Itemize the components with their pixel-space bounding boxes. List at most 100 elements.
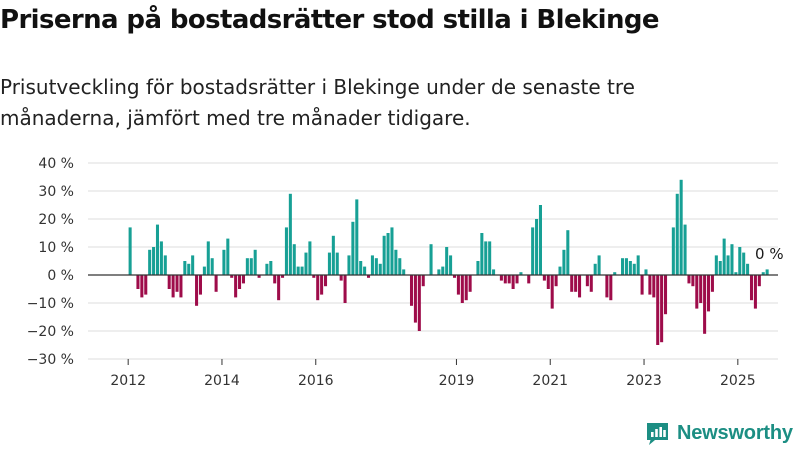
bar [148, 249, 152, 275]
bar [245, 258, 249, 275]
bar [468, 275, 472, 292]
bar [558, 266, 562, 275]
bar [238, 275, 242, 289]
bar [355, 199, 359, 275]
bar [554, 275, 558, 287]
bar [359, 261, 363, 275]
y-tick-label: −30 % [27, 352, 74, 368]
bar [636, 255, 640, 275]
bar [312, 275, 316, 278]
brand-logo: Newsworthy [644, 419, 793, 447]
bar [421, 275, 425, 287]
bar [281, 275, 285, 278]
bar [687, 275, 691, 284]
bar [664, 275, 668, 315]
bar [718, 261, 722, 275]
bar [441, 266, 445, 275]
bar [652, 275, 656, 298]
bar [695, 275, 699, 309]
bar [714, 255, 718, 275]
bar [624, 258, 628, 275]
bar [378, 263, 382, 275]
bar [327, 252, 331, 275]
bar [366, 275, 371, 278]
bar [284, 227, 288, 275]
bar [726, 255, 730, 275]
bar [214, 275, 218, 292]
x-tick-label: 2014 [204, 373, 240, 389]
bar [542, 275, 546, 281]
bar [746, 263, 750, 275]
bar [171, 275, 175, 298]
x-tick-label: 2019 [439, 373, 475, 389]
bar [640, 275, 644, 295]
y-tick-label: 40 % [38, 156, 74, 172]
bar [722, 238, 726, 275]
y-tick-label: −10 % [27, 296, 74, 312]
bar [296, 266, 300, 275]
axis-layer: −30 % −20 % −10 % 0 % 10 % 20 % 30 % 40 % 2012 20… [27, 156, 784, 389]
bar [308, 241, 312, 275]
bar [578, 275, 582, 298]
bar [480, 233, 484, 275]
bar [605, 275, 609, 298]
bar [347, 255, 351, 275]
bar [628, 261, 632, 275]
bar [597, 255, 601, 275]
bar [316, 275, 320, 301]
bar [738, 247, 742, 275]
bar [531, 227, 535, 275]
bar [445, 247, 449, 275]
bar [753, 275, 757, 309]
bar [253, 249, 257, 275]
bar [570, 275, 574, 292]
bar [621, 258, 625, 275]
bar [370, 255, 374, 275]
grid-layer [88, 162, 778, 360]
y-tick-label: −20 % [27, 324, 74, 340]
bar-chart: −30 % −20 % −10 % 0 % 10 % 20 % 30 % 40 % 2012 20… [27, 156, 784, 389]
x-tick-label: 2016 [298, 373, 334, 389]
bar [765, 269, 769, 275]
bar [535, 219, 539, 275]
bar [187, 263, 191, 275]
bar [198, 275, 202, 295]
bar [710, 275, 714, 292]
bar [585, 275, 589, 287]
bar [538, 205, 542, 275]
bar [757, 275, 761, 287]
bar [417, 275, 421, 331]
bar [324, 275, 328, 287]
bar [222, 249, 226, 275]
bar [300, 266, 304, 275]
bar [402, 269, 406, 275]
bar [734, 272, 738, 275]
bar [546, 275, 550, 289]
bar [320, 275, 324, 295]
bar [706, 275, 711, 312]
bar [394, 249, 398, 275]
bar [648, 275, 652, 295]
bar [593, 263, 597, 275]
y-tick-label: 30 % [38, 184, 74, 200]
bar [159, 241, 163, 275]
bar [273, 275, 277, 284]
x-tick-label: 2023 [626, 373, 662, 389]
y-tick-label: 0 % [47, 268, 74, 284]
bar [288, 193, 292, 275]
bar [656, 275, 660, 345]
newsworthy-logo-icon [647, 422, 668, 445]
bar [609, 275, 613, 301]
bar [390, 227, 394, 275]
y-tick-label: 10 % [38, 240, 74, 256]
bars-layer [128, 179, 769, 345]
bar [476, 261, 480, 275]
bar [195, 275, 199, 306]
bar [382, 235, 386, 275]
bar [413, 275, 417, 323]
bar [683, 224, 687, 275]
bar [386, 233, 390, 275]
bar [464, 275, 468, 301]
bar [257, 275, 261, 278]
bar [234, 275, 238, 298]
